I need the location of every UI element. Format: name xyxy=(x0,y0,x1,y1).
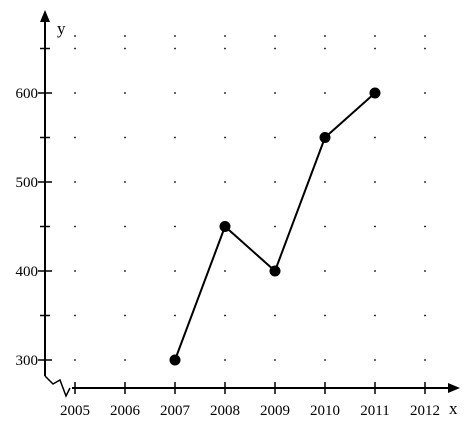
grid-dot xyxy=(124,314,126,317)
y-tick-label: 500 xyxy=(16,175,39,191)
grid-dot xyxy=(274,181,276,183)
grid-dot xyxy=(224,314,226,317)
grid-dot xyxy=(224,47,226,50)
grid-dot xyxy=(324,35,326,37)
grid-dot xyxy=(424,359,426,361)
grid-dot xyxy=(74,359,76,361)
x-tick-label: 2006 xyxy=(110,403,141,419)
grid-dot xyxy=(374,181,376,183)
grid-dot xyxy=(174,314,176,317)
grid-dot xyxy=(424,181,426,183)
x-tick-label: 2008 xyxy=(210,403,240,419)
y-tick-label: 300 xyxy=(16,353,39,369)
grid-dot xyxy=(274,47,276,50)
grid-dot xyxy=(224,35,226,37)
grid-dot xyxy=(74,136,76,139)
grid-dot xyxy=(274,136,276,139)
grid-dot xyxy=(374,359,376,361)
grid-dot xyxy=(124,181,126,183)
grid-dot xyxy=(124,47,126,50)
series-line xyxy=(169,87,381,366)
grid-dot xyxy=(74,181,76,183)
grid-dot xyxy=(374,225,376,228)
grid-dot xyxy=(224,359,226,361)
data-point xyxy=(219,221,231,232)
grid-dot xyxy=(124,92,126,94)
grid-dot xyxy=(424,225,426,228)
grid-dot xyxy=(424,314,426,317)
grid-dot xyxy=(174,270,176,272)
grid-dot xyxy=(224,181,226,183)
grid-dot xyxy=(274,314,276,317)
grid-dot xyxy=(74,270,76,272)
grid-dot xyxy=(174,92,176,94)
grid-dot xyxy=(124,35,126,37)
data-point xyxy=(319,132,331,143)
grid-dot xyxy=(74,47,76,50)
grid-dot xyxy=(174,181,176,183)
grid-dot xyxy=(424,47,426,50)
grid-dot xyxy=(174,47,176,50)
grid-dot xyxy=(424,136,426,139)
grid-dot xyxy=(324,92,326,94)
grid-dot xyxy=(174,136,176,139)
y-axis-arrow xyxy=(40,10,50,22)
grid-dot xyxy=(174,225,176,228)
x-axis-arrow xyxy=(448,383,460,393)
grid-dot xyxy=(174,35,176,37)
y-tick-label: 600 xyxy=(16,86,39,102)
data-point xyxy=(269,265,281,277)
grid-dot xyxy=(374,47,376,50)
grid-dot xyxy=(424,270,426,272)
grid-dot xyxy=(324,225,326,228)
grid-dot xyxy=(424,35,426,37)
grid-dots xyxy=(74,35,426,361)
grid-dot xyxy=(324,359,326,361)
grid-dot xyxy=(324,314,326,317)
grid-dot xyxy=(74,314,76,317)
grid-dot xyxy=(374,270,376,272)
grid-dot xyxy=(224,136,226,139)
grid-dot xyxy=(74,225,76,228)
grid-dot xyxy=(374,35,376,37)
grid-dot xyxy=(74,92,76,94)
data-point xyxy=(369,87,381,99)
grid-dot xyxy=(324,181,326,183)
x-tick-label: 2007 xyxy=(160,403,191,419)
grid-dot xyxy=(324,270,326,272)
x-tick-label: 2010 xyxy=(310,403,340,419)
grid-dot xyxy=(374,314,376,317)
grid-dot xyxy=(224,92,226,94)
grid-dot xyxy=(424,92,426,94)
grid-dot xyxy=(124,136,126,139)
x-tick-label: 2011 xyxy=(360,403,389,419)
x-tick-label: 2012 xyxy=(410,403,440,419)
y-tick-label: 400 xyxy=(16,264,39,280)
x-axis-break xyxy=(44,375,71,398)
x-axis: 2005 2006 2007 2008 2009 2010 2011 2012 x xyxy=(44,375,460,419)
grid-dot xyxy=(274,92,276,94)
grid-dot xyxy=(124,225,126,228)
grid-dot xyxy=(74,35,76,37)
x-tick-label: 2005 xyxy=(60,403,90,419)
x-axis-label: x xyxy=(449,399,458,418)
grid-dot xyxy=(124,270,126,272)
grid-dot xyxy=(374,136,376,139)
grid-dot xyxy=(324,47,326,50)
y-axis: 300 400 500 600 y xyxy=(16,10,66,376)
grid-dot xyxy=(124,359,126,361)
grid-dot xyxy=(274,225,276,228)
y-axis-label: y xyxy=(57,19,66,38)
x-tick-label: 2009 xyxy=(260,403,290,419)
data-point xyxy=(169,354,181,366)
grid-dot xyxy=(274,35,276,37)
grid-dot xyxy=(224,270,226,272)
grid-dot xyxy=(274,359,276,361)
